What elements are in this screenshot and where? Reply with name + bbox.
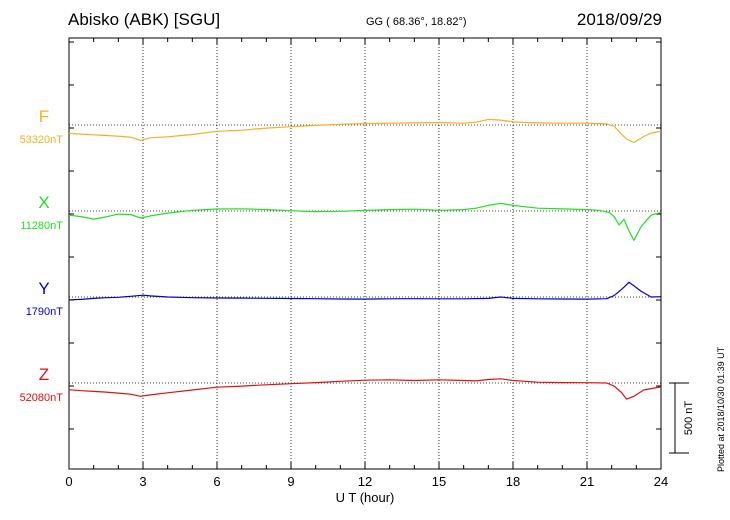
date-label: 2018/09/29 [576,10,662,29]
series-baseline-y: 1790nT [26,306,64,318]
coordinates-label: GG ( 68.36°, 18.82°) [366,16,467,28]
series-name-f: F [39,107,49,126]
x-tick-label: 18 [506,474,520,489]
series-line-z [68,378,662,400]
series-baseline-z: 52080nT [20,392,64,404]
series-line-x [68,202,662,241]
series-name-y: Y [38,279,49,298]
scale-bar-label: 500 nT [683,401,695,436]
x-axis-label: U T (hour) [336,490,395,505]
x-tick-label: 9 [287,474,294,489]
series-line-f [68,118,662,144]
x-tick-label: 3 [139,474,146,489]
series-baseline-f: 53320nT [20,134,64,146]
x-tick-label: 0 [65,474,72,489]
series-name-x: X [38,193,49,212]
station-title: Abisko (ABK) [SGU] [68,10,221,29]
series-line-y [68,281,662,301]
x-tick-label: 24 [654,474,668,489]
x-tick-label: 15 [432,474,446,489]
series-name-z: Z [39,365,49,384]
series-baseline-x: 11280nT [20,220,63,232]
x-tick-label: 6 [213,474,220,489]
x-tick-label: 21 [580,474,594,489]
plotted-timestamp: Plotted at 2018/10/30 01:39 UT [716,346,726,472]
x-tick-label: 12 [358,474,372,489]
